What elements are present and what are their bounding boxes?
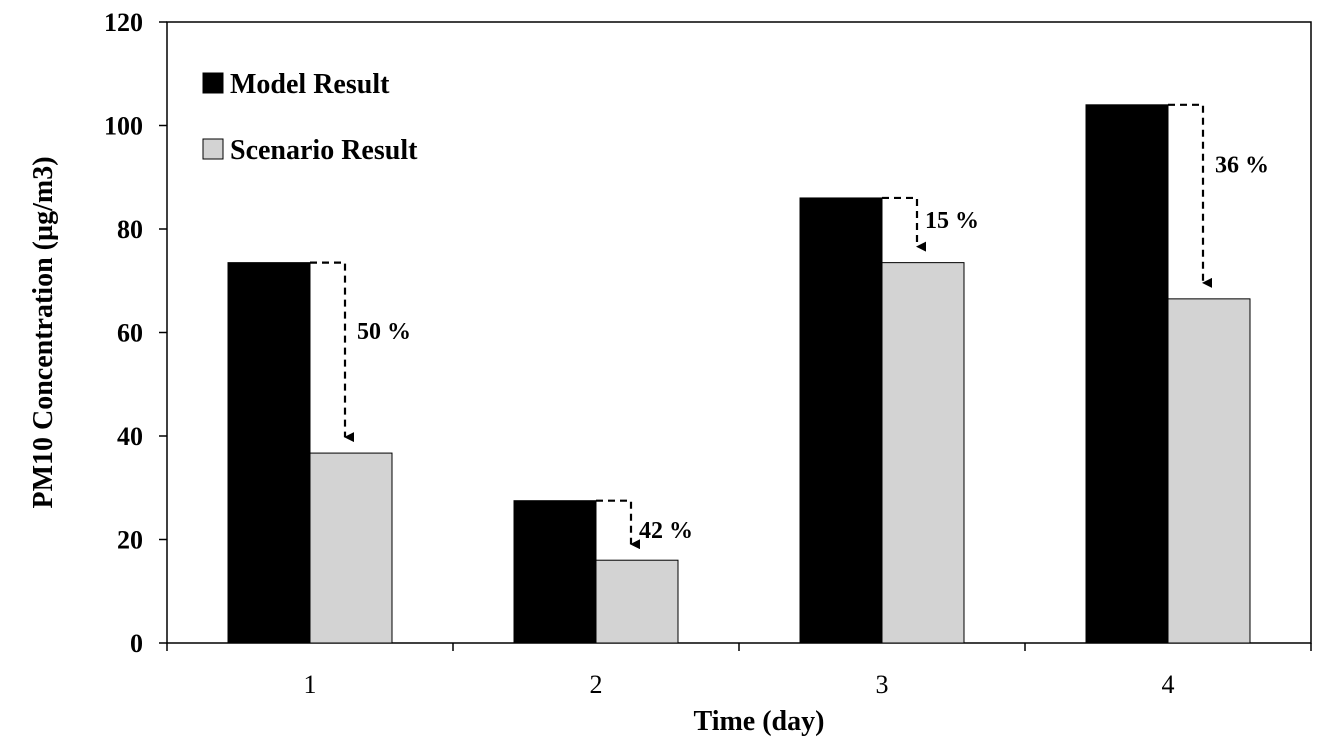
bar-model-result [513, 500, 597, 644]
reduction-arrow [310, 261, 354, 443]
y-axis-title: PM10 Concentration (µg/m3) [28, 156, 59, 508]
y-tick-label: 60 [117, 319, 143, 348]
legend-label-model: Model Result [230, 69, 390, 100]
bar-scenario-result [595, 559, 679, 644]
x-tick-label: 3 [876, 670, 889, 699]
reduction-arrow [596, 499, 640, 550]
annotations-layer: 50 % 42 % 15 % 36 % [310, 103, 1269, 550]
bars-layer [227, 104, 1251, 644]
y-tick-label: 100 [104, 112, 143, 141]
reduction-arrow [1168, 103, 1212, 288]
y-tick-label: 0 [130, 629, 143, 658]
bar-scenario-result [881, 262, 965, 644]
y-tick-label: 120 [104, 8, 143, 37]
reduction-arrow [882, 196, 926, 252]
bar-model-result [227, 262, 311, 644]
x-tick-label: 4 [1162, 670, 1175, 699]
bar-model-result [1085, 104, 1169, 644]
y-tick-label: 80 [117, 215, 143, 244]
y-tick-label: 20 [117, 526, 143, 555]
reduction-label: 15 % [925, 208, 979, 234]
reduction-label: 42 % [639, 518, 693, 544]
x-axis-title: Time (day) [694, 706, 825, 737]
bar-scenario-result [1167, 298, 1251, 644]
legend: Model Result Scenario Result [202, 69, 418, 166]
legend-swatch-scenario [202, 138, 224, 160]
x-tick-label: 1 [304, 670, 317, 699]
reduction-label: 50 % [357, 319, 411, 345]
bar-model-result [799, 197, 883, 644]
reduction-label: 36 % [1215, 153, 1269, 179]
axes-layer: 0 20 40 60 80 100 120 1 2 3 4 Time (day) PM10 Concen… [28, 8, 1312, 737]
x-tick-label: 2 [590, 670, 603, 699]
legend-label-scenario: Scenario Result [230, 135, 418, 166]
legend-swatch-model [202, 72, 224, 94]
bar-scenario-result [309, 452, 393, 644]
y-tick-label: 40 [117, 422, 143, 451]
